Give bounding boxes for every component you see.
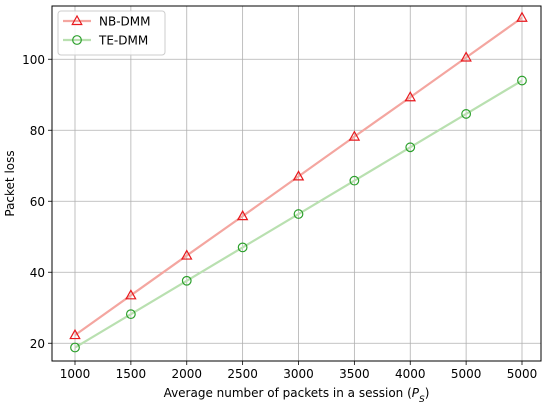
- y-axis-ticks: 20 40 60 80 100: [22, 53, 52, 351]
- x-tick-label: 3500: [339, 367, 370, 381]
- x-axis-label: Average number of packets in a session (…: [164, 386, 430, 403]
- y-tick-label: 100: [22, 53, 45, 67]
- x-tick-label: 1500: [116, 367, 147, 381]
- x-axis-ticks: 1000 1500 2000 2500 3000 3500 4000 5000 5000: [60, 361, 538, 381]
- series-markers: [69, 11, 528, 353]
- x-tick-label: 1000: [60, 367, 91, 381]
- data-point: [125, 309, 136, 320]
- data-point: [180, 249, 193, 260]
- legend-label: NB-DMM: [99, 15, 151, 29]
- x-tick-label: 2500: [227, 367, 258, 381]
- data-point: [404, 91, 417, 102]
- data-point: [516, 11, 528, 22]
- legend-marker: [72, 35, 82, 45]
- data-point: [69, 328, 81, 340]
- data-point: [460, 51, 472, 62]
- legend-marker: [71, 14, 83, 26]
- plot-frame: [51, 5, 542, 362]
- data-point: [236, 209, 249, 221]
- grid: [52, 6, 541, 361]
- data-point: [70, 342, 80, 353]
- y-tick-label: 20: [30, 337, 45, 351]
- data-point: [349, 175, 360, 186]
- x-tick-label: 4000: [395, 367, 426, 381]
- data-point: [292, 170, 305, 181]
- series-lines: [74, 16, 523, 349]
- x-tick-label: 2000: [171, 367, 202, 381]
- data-point: [461, 109, 472, 119]
- series-line-nb-dmm: [74, 16, 523, 336]
- data-point: [517, 75, 527, 86]
- legend: NB-DMM TE-DMM: [57, 10, 166, 56]
- y-tick-label: 60: [30, 195, 45, 209]
- data-point: [348, 130, 361, 141]
- y-tick-label: 40: [30, 266, 45, 280]
- data-point: [125, 289, 137, 300]
- legend-label: TE-DMM: [98, 34, 148, 48]
- y-tick-label: 80: [30, 124, 45, 138]
- y-axis-label: Packet loss: [3, 150, 17, 216]
- data-point: [237, 242, 248, 253]
- x-tick-label: 3000: [283, 367, 314, 381]
- data-point: [181, 275, 192, 286]
- data-point: [405, 142, 416, 153]
- series-line-te-dmm: [74, 79, 523, 349]
- x-tick-label: 5000: [451, 367, 482, 381]
- x-tick-label: 5000: [507, 367, 538, 381]
- data-point: [293, 209, 304, 219]
